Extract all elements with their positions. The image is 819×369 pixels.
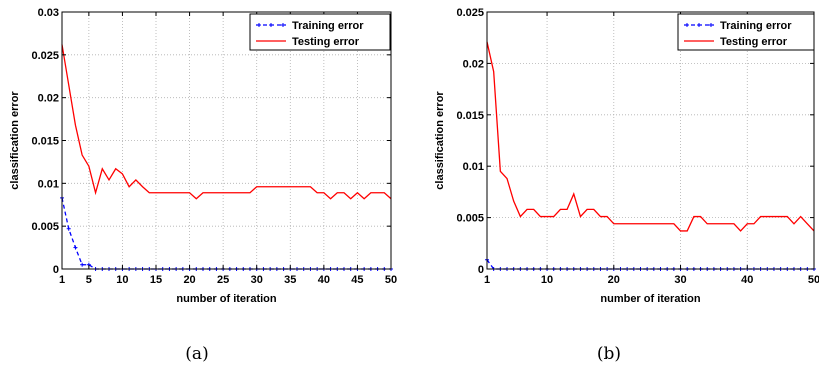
x-tick-label: 35 — [284, 274, 296, 286]
y-tick-label: 0.005 — [31, 221, 59, 233]
y-tick-label: 0 — [53, 264, 59, 276]
y-axis-label: classification error — [9, 91, 21, 190]
legend-training-label: Training error — [292, 20, 364, 32]
x-tick-label: 25 — [217, 274, 229, 286]
y-tick-label: 0.01 — [38, 178, 59, 190]
x-tick-label: 50 — [385, 274, 397, 286]
x-tick-label: 45 — [351, 274, 363, 286]
x-tick-label: 10 — [116, 274, 128, 286]
x-tick-label: 40 — [318, 274, 330, 286]
y-tick-label: 0.025 — [31, 50, 59, 62]
legend-box — [249, 13, 391, 51]
y-tick-label: 0.02 — [38, 93, 59, 105]
caption-b: (b) — [596, 344, 622, 364]
y-tick-label: 0.03 — [38, 7, 59, 19]
x-tick-label: 15 — [150, 274, 162, 286]
x-axis-label: number of iteration — [176, 293, 277, 305]
x-tick-label: 5 — [86, 274, 92, 286]
x-tick-label: 1 — [59, 274, 65, 286]
x-tick-label: 20 — [183, 274, 195, 286]
x-tick-label: 30 — [251, 274, 263, 286]
testing-error-line — [61, 44, 392, 200]
caption-a: (a) — [185, 344, 209, 364]
y-tick-label: 0.015 — [31, 136, 59, 148]
legend-testing-label: Testing error — [292, 36, 360, 48]
